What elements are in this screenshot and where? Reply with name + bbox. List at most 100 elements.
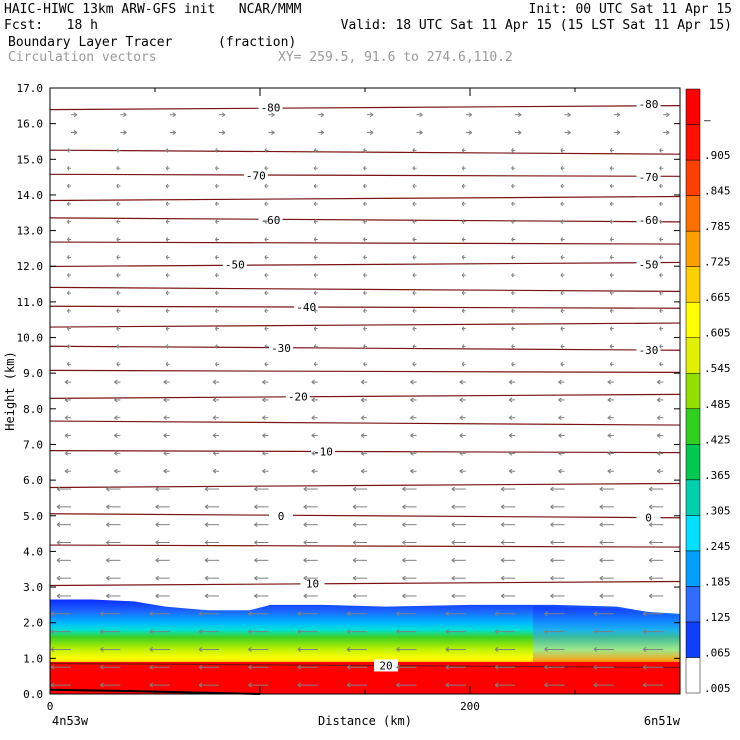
vector-head [198,682,203,688]
x-axis-title: Distance (km) [318,714,412,728]
vector-head [311,397,316,403]
vector-head [412,201,416,207]
vector-head [56,557,61,563]
vector-head [221,130,226,135]
vector-head [609,165,613,171]
isotherm-line [49,580,681,587]
vector-head [648,504,653,510]
vector-head [363,361,366,367]
vector-head [56,593,61,599]
vector-head [560,290,564,296]
vector-head [303,504,308,510]
vector-head [500,575,505,581]
vector-head [360,397,365,403]
vector-head [511,165,514,171]
vector-head [511,344,514,349]
vector-head [410,397,414,403]
vector-head [313,201,317,207]
colorbar-label: .185 [704,575,731,588]
vector-head [544,629,548,635]
vector-head [396,647,400,652]
vector-head [271,130,275,135]
isotherm-line [49,105,681,111]
vector-head [363,254,366,260]
vector-head [511,361,514,367]
vector-head [64,397,69,403]
vector-head [149,629,153,635]
vector-head [599,540,604,545]
isotherm-label: -80 [261,102,281,115]
vector-head [100,664,104,670]
vector-head [599,522,604,528]
vector-head [67,254,70,260]
vector-head [212,379,217,385]
y-tick-label: 7.0 [23,438,43,451]
vector-head [221,112,226,118]
vector-head [215,148,218,153]
vector-head [297,629,302,635]
vector-head [212,397,217,403]
vector-head [165,219,169,225]
vector-head [264,183,267,189]
y-tick-label: 5.0 [23,510,43,523]
vector-head [665,130,670,135]
vector-head [67,344,70,349]
colorbar-label: – [704,114,711,127]
vector-head [412,148,416,153]
vector-head [264,308,267,314]
vector-head [248,647,252,652]
vector-head [642,647,647,652]
y-tick-label: 15.0 [17,153,44,166]
vector-head [560,219,564,225]
colorbar-segment [685,372,701,410]
vector-head [511,201,514,207]
vector-head [165,308,169,314]
vector-head [248,682,252,688]
vector-head [149,682,153,688]
vector-head [106,575,110,581]
vector-head [410,450,414,456]
colorbar-segment [685,159,701,196]
vector-head [264,326,267,331]
vector-head [155,486,159,492]
vector-head [363,219,366,225]
vector-head [609,272,613,278]
vector-head [106,557,110,563]
header-line2-right: Valid: 18 UTC Sat 11 Apr 15 (15 LST Sat … [340,18,732,33]
vector-head [461,165,465,171]
vector-head [114,433,118,438]
vector-head [116,148,119,153]
vector-head [412,219,416,225]
vector-head [215,219,218,225]
vector-head [410,379,414,385]
vector-head [363,148,366,153]
colorbar-segment [685,515,701,552]
vector-head [402,557,406,563]
vector-head [593,629,598,635]
vector-head [155,575,159,581]
vector-head [198,647,203,652]
vector-head [114,379,118,385]
x-endpoint-right: 6n51w [644,714,681,728]
vector-head [412,290,416,296]
vector-head [659,272,662,278]
vector-head [459,450,464,456]
vector-head [313,361,317,367]
vector-head [163,450,167,456]
vector-head [445,629,450,635]
isotherm-label: -30 [271,342,291,355]
y-tick-label: 12.0 [17,260,44,273]
vector-head [114,468,118,474]
vector-head [215,308,218,314]
colorbar-label: .485 [704,398,731,411]
vector-head [116,201,119,207]
vector-head [100,647,104,652]
vector-head [609,201,613,207]
vector-head [656,433,661,438]
vector-head [500,504,505,510]
vector-head [508,379,513,385]
vector-head [262,468,266,474]
vector-head [363,326,366,331]
vector-head [149,664,153,670]
